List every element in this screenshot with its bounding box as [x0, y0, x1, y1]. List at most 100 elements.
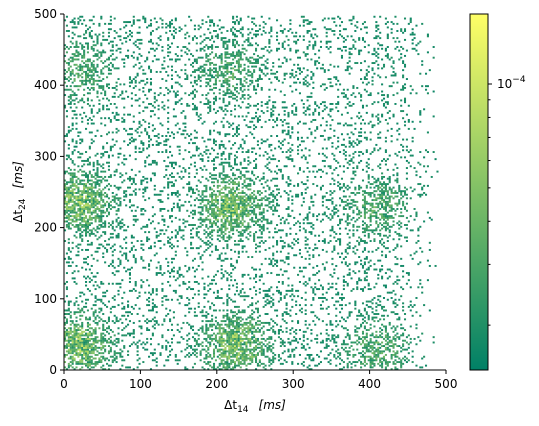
- heatmap-cell: [232, 58, 235, 61]
- heatmap-cell: [184, 69, 187, 72]
- heatmap-cell: [230, 53, 233, 56]
- heatmap-cell: [64, 323, 67, 326]
- heatmap-cell: [96, 172, 99, 175]
- heatmap-cell: [222, 67, 225, 70]
- heatmap-cell: [235, 313, 238, 315]
- heatmap-cell: [233, 54, 237, 57]
- heatmap-cell: [100, 69, 103, 72]
- heatmap-cell: [75, 218, 78, 221]
- heatmap-cell: [125, 325, 128, 328]
- heatmap-cell: [117, 156, 120, 159]
- heatmap-cell: [140, 240, 143, 242]
- heatmap-cell: [119, 227, 122, 230]
- heatmap-cell: [235, 329, 238, 331]
- heatmap-cell: [201, 309, 204, 312]
- heatmap-cell: [98, 352, 101, 355]
- heatmap-cell: [77, 208, 80, 210]
- heatmap-cell: [226, 120, 229, 123]
- heatmap-cell: [230, 355, 233, 358]
- heatmap-cell: [205, 186, 208, 189]
- heatmap-cell: [65, 368, 68, 371]
- heatmap-cell: [172, 316, 175, 319]
- heatmap-cell: [239, 19, 242, 22]
- heatmap-cell: [144, 177, 147, 180]
- heatmap-cell: [106, 83, 109, 86]
- heatmap-cell: [195, 281, 198, 283]
- heatmap-cell: [220, 231, 223, 234]
- heatmap-cell: [214, 320, 217, 323]
- heatmap-cell: [65, 272, 68, 275]
- heatmap-cell: [205, 323, 208, 326]
- heatmap-cell: [233, 161, 237, 164]
- heatmap-cell: [211, 302, 214, 305]
- heatmap-cell: [170, 323, 174, 326]
- heatmap-cell: [226, 53, 229, 56]
- heatmap-cell: [247, 202, 250, 205]
- heatmap-cell: [180, 336, 183, 339]
- heatmap-cell: [211, 193, 214, 196]
- heatmap-cell: [102, 204, 105, 207]
- heatmap-cell: [92, 350, 95, 353]
- heatmap-cell: [69, 40, 72, 43]
- heatmap-cell: [75, 297, 78, 299]
- heatmap-cell: [71, 179, 74, 182]
- heatmap-cell: [251, 81, 254, 84]
- heatmap-cell: [232, 227, 235, 230]
- heatmap-cell: [102, 163, 105, 166]
- heatmap-cell: [230, 28, 233, 31]
- heatmap-cell: [107, 316, 110, 319]
- heatmap-cell: [222, 215, 225, 218]
- heatmap-cell: [174, 53, 177, 56]
- heatmap-cell: [190, 138, 193, 141]
- heatmap-cell: [212, 209, 216, 212]
- heatmap-cell: [188, 286, 191, 289]
- heatmap-cell: [233, 38, 237, 41]
- heatmap-cell: [247, 163, 250, 166]
- heatmap-cell: [224, 188, 227, 191]
- heatmap-cell: [178, 275, 181, 278]
- heatmap-cell: [157, 108, 160, 111]
- heatmap-cell: [241, 94, 244, 97]
- heatmap-cell: [100, 117, 103, 120]
- heatmap-cell: [167, 120, 170, 123]
- heatmap-cell: [81, 339, 84, 342]
- heatmap-cell: [220, 58, 223, 61]
- heatmap-cell: [67, 350, 70, 353]
- heatmap-cell: [199, 152, 202, 155]
- heatmap-cell: [111, 341, 114, 344]
- heatmap-cell: [88, 26, 91, 29]
- heatmap-cell: [67, 222, 70, 225]
- heatmap-cell: [245, 323, 248, 326]
- heatmap-cell: [100, 206, 103, 209]
- heatmap-cell: [174, 70, 177, 73]
- heatmap-cell: [127, 311, 130, 314]
- heatmap-cell: [188, 172, 191, 175]
- heatmap-cell: [167, 264, 170, 267]
- heatmap-cell: [86, 218, 89, 221]
- heatmap-cell: [222, 151, 225, 153]
- heatmap-cell: [96, 161, 99, 164]
- heatmap-cell: [117, 129, 120, 132]
- heatmap-cell: [92, 190, 95, 193]
- heatmap-cell: [98, 22, 101, 25]
- heatmap-cell: [83, 330, 86, 333]
- heatmap-cell: [245, 81, 248, 84]
- heatmap-cell: [228, 62, 231, 64]
- heatmap-cell: [230, 215, 233, 218]
- heatmap-cell: [81, 106, 84, 109]
- heatmap-cell: [193, 314, 196, 317]
- heatmap-cell: [235, 243, 238, 246]
- heatmap-cell: [77, 58, 80, 61]
- heatmap-cell: [88, 78, 91, 81]
- heatmap-cell: [148, 264, 151, 267]
- heatmap-cell: [239, 65, 242, 68]
- heatmap-cell: [251, 65, 254, 68]
- heatmap-cell: [251, 120, 254, 123]
- heatmap-cell: [253, 197, 256, 200]
- heatmap-cell: [165, 348, 168, 351]
- heatmap-cell: [153, 54, 156, 57]
- heatmap-cell: [64, 140, 67, 143]
- heatmap-cell: [197, 69, 200, 72]
- heatmap-cell: [67, 202, 70, 205]
- heatmap-cell: [235, 204, 238, 207]
